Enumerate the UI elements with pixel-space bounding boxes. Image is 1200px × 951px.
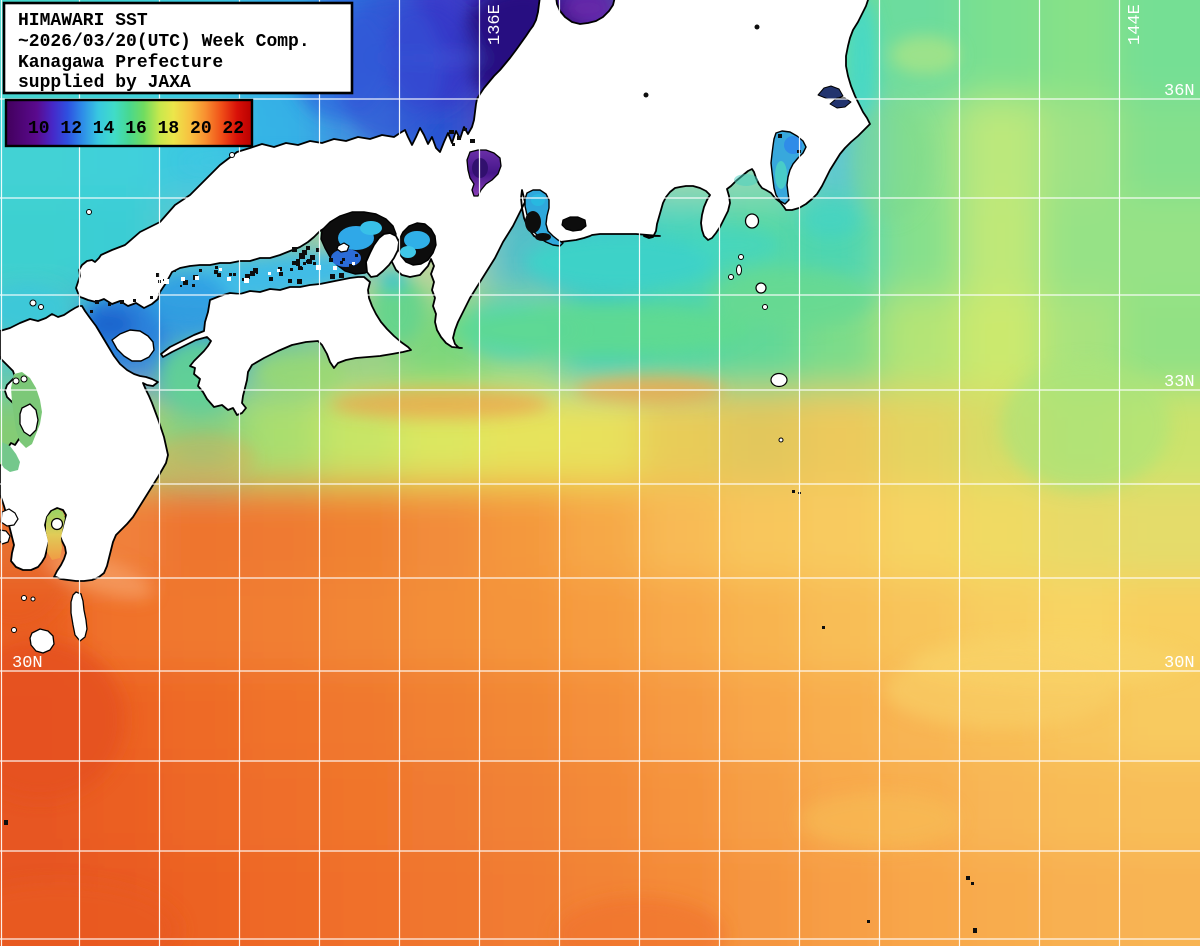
svg-text:10 12 14 16 18 20 22: 10 12 14 16 18 20 22 [28,119,244,139]
svg-text:30N: 30N [1164,654,1195,673]
svg-text:36N: 36N [1164,82,1195,101]
svg-text:Kanagawa Prefecture: Kanagawa Prefecture [18,53,223,73]
svg-text:144E: 144E [1126,4,1145,45]
svg-text:~2026/03/20(UTC) Week Comp.: ~2026/03/20(UTC) Week Comp. [18,32,310,52]
svg-text:HIMAWARI SST: HIMAWARI SST [18,11,148,31]
svg-text:supplied by JAXA: supplied by JAXA [18,73,191,93]
svg-text:136E: 136E [486,4,505,45]
svg-text:30N: 30N [12,654,43,673]
svg-text:33N: 33N [1164,373,1195,392]
